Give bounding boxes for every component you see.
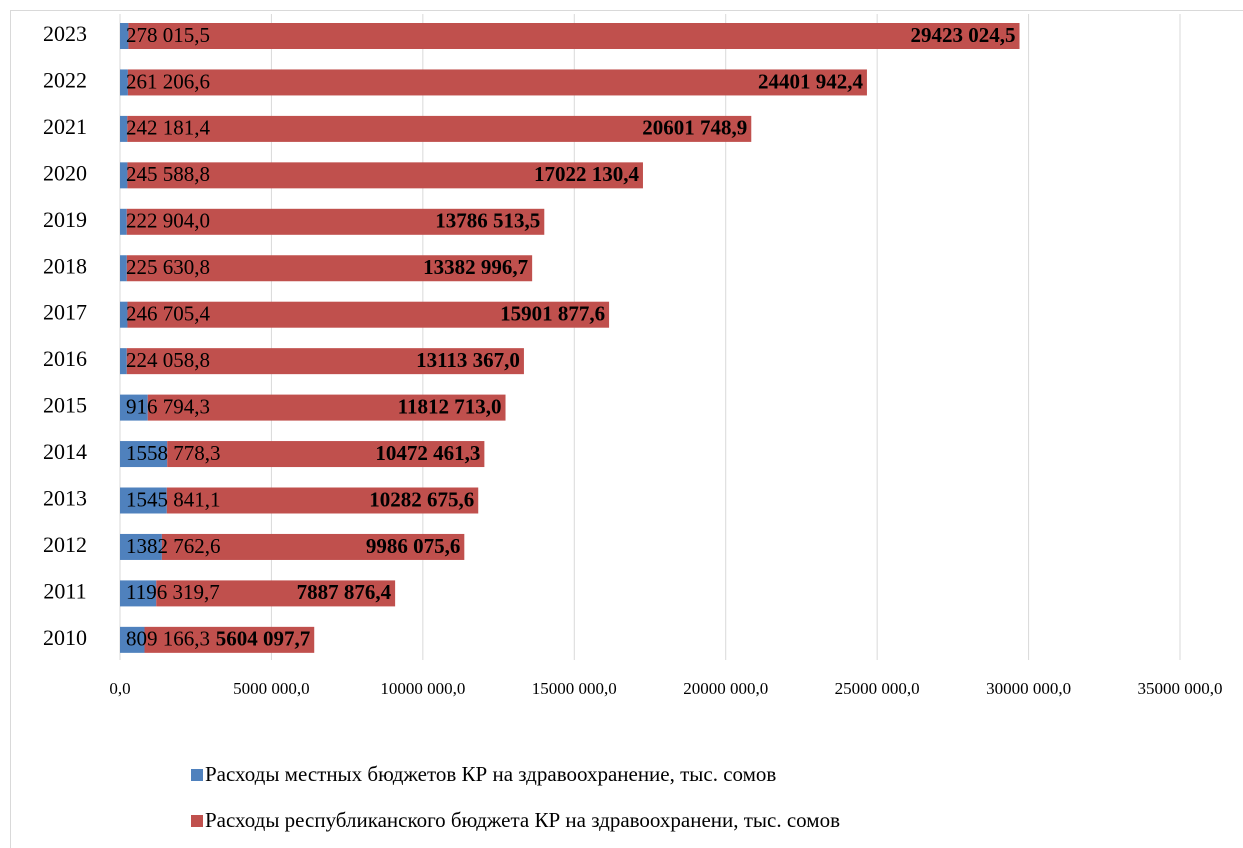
bar-segment <box>127 301 610 328</box>
chart-border <box>10 10 1243 848</box>
bar-segment <box>120 394 148 421</box>
x-tick-label: 20000 000,0 <box>683 679 768 698</box>
bar-segment <box>128 23 1020 49</box>
y-tick-label: 2021 <box>43 114 87 139</box>
bar-segment <box>120 301 128 328</box>
data-label: 261 206,6 <box>126 69 210 93</box>
y-tick-label: 2019 <box>43 207 87 232</box>
data-label: 7887 876,4 <box>297 580 392 604</box>
data-label: 17022 130,4 <box>534 162 640 186</box>
y-tick-label: 2017 <box>43 300 87 325</box>
data-label: 222 904,0 <box>126 209 210 233</box>
x-tick-label: 35000 000,0 <box>1138 679 1223 698</box>
bar-segment <box>161 533 465 560</box>
bar-segment <box>156 580 396 607</box>
bar-segment <box>120 162 128 189</box>
data-label: 809 166,3 <box>126 627 210 651</box>
data-label: 1545 841,1 <box>126 487 221 511</box>
y-tick-label: 2023 <box>43 21 87 46</box>
y-tick-label: 2020 <box>43 160 87 185</box>
data-label: 5604 097,7 <box>216 627 311 651</box>
bar-segment <box>147 394 506 421</box>
bar-segment <box>126 255 533 282</box>
x-tick-label: 10000 000,0 <box>380 679 465 698</box>
legend-label: Расходы местных бюджетов КР на здравоохр… <box>205 762 776 786</box>
bar-segment <box>120 208 127 235</box>
x-tick-label: 5000 000,0 <box>233 679 310 698</box>
data-label: 224 058,8 <box>126 348 210 372</box>
x-tick-label: 25000 000,0 <box>835 679 920 698</box>
data-label: 10282 675,6 <box>369 487 474 511</box>
data-label: 245 588,8 <box>126 162 210 186</box>
data-label: 10472 461,3 <box>375 441 480 465</box>
y-tick-label: 2016 <box>43 346 87 371</box>
y-tick-label: 2022 <box>43 67 87 92</box>
data-label: 278 015,5 <box>126 23 210 47</box>
data-label: 13382 996,7 <box>423 255 528 279</box>
data-label: 916 794,3 <box>126 394 210 418</box>
y-tick-label: 2010 <box>43 625 87 650</box>
bar-segment <box>127 115 752 142</box>
bar-segment <box>120 580 157 607</box>
data-label: 225 630,8 <box>126 255 210 279</box>
data-label: 20601 748,9 <box>642 116 747 140</box>
data-label: 11812 713,0 <box>398 394 502 418</box>
y-tick-label: 2012 <box>43 532 87 557</box>
data-label: 13113 367,0 <box>416 348 520 372</box>
x-tick-label: 15000 000,0 <box>532 679 617 698</box>
data-label: 13786 513,5 <box>435 209 540 233</box>
bar-segment <box>120 441 168 468</box>
bar-segment <box>120 255 127 282</box>
bar-segment <box>167 441 485 468</box>
y-tick-label: 2013 <box>43 486 87 511</box>
bar-segment <box>126 208 545 235</box>
x-tick-label: 30000 000,0 <box>986 679 1071 698</box>
y-tick-label: 2011 <box>43 578 86 603</box>
bar-segment <box>120 533 162 560</box>
data-label: 9986 075,6 <box>366 534 461 558</box>
legend-label: Расходы республиканского бюджета КР на з… <box>205 808 840 832</box>
y-tick-label: 2014 <box>43 439 87 464</box>
x-tick-label: 0,0 <box>109 679 130 698</box>
legend-swatch <box>191 769 203 781</box>
bar-segment <box>120 23 129 49</box>
data-label: 15901 877,6 <box>500 302 605 326</box>
data-label: 1196 319,7 <box>126 580 220 604</box>
bar-segment <box>126 348 524 375</box>
bar-segment <box>144 626 315 653</box>
y-tick-label: 2015 <box>43 393 87 418</box>
bar-segment <box>120 487 167 514</box>
bar-segment <box>120 115 128 142</box>
bar-segment <box>127 69 867 96</box>
y-tick-label: 2018 <box>43 253 87 278</box>
data-label: 1382 762,6 <box>126 534 221 558</box>
data-label: 29423 024,5 <box>911 23 1016 47</box>
bar-segment <box>120 626 145 653</box>
bar-segment <box>127 162 643 189</box>
data-label: 1558 778,3 <box>126 441 221 465</box>
data-label: 242 181,4 <box>126 116 211 140</box>
bar-segment <box>166 487 479 514</box>
legend-swatch <box>191 815 203 827</box>
bar-segment <box>120 348 127 375</box>
bar-segment <box>120 69 128 96</box>
data-label: 246 705,4 <box>126 302 211 326</box>
data-label: 24401 942,4 <box>758 69 864 93</box>
